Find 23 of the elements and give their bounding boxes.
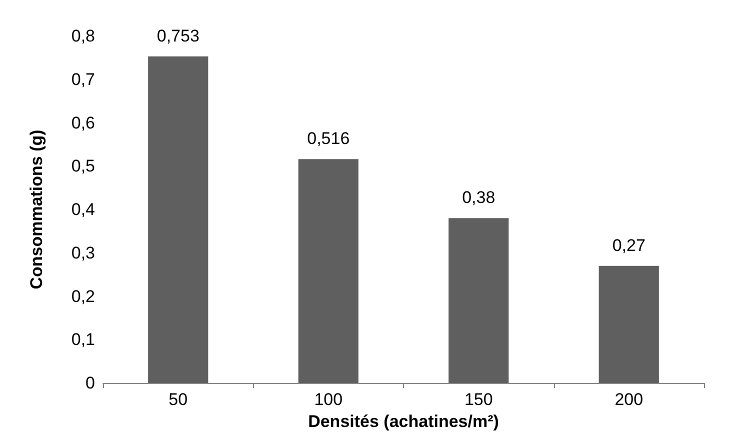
- y-tick-label: 0,7: [71, 70, 95, 89]
- bar: [298, 159, 358, 383]
- y-tick-label: 0,5: [71, 156, 95, 176]
- data-label: 0,38: [462, 188, 496, 208]
- y-tick-label: 0,2: [71, 286, 95, 306]
- x-tick-label: 100: [314, 390, 343, 409]
- data-label: 0,516: [307, 129, 350, 148]
- y-tick-label: 0,3: [71, 243, 95, 262]
- y-tick-label: 0: [86, 374, 95, 392]
- y-axis-title: Consommations (g): [27, 130, 46, 290]
- bar: [598, 266, 659, 383]
- bar: [448, 218, 509, 383]
- x-axis-title: Densités (achatines/m²): [308, 412, 499, 431]
- y-tick-label: 0,1: [71, 330, 95, 350]
- data-label: 0,27: [612, 236, 646, 255]
- y-tick-label: 0,4: [71, 200, 95, 219]
- x-tick-label: 50: [168, 390, 188, 409]
- data-label: 0,753: [156, 26, 200, 46]
- y-tick-label: 0,6: [71, 113, 95, 132]
- x-tick-label: 200: [614, 390, 644, 409]
- bar: [148, 56, 208, 383]
- y-tick-label: 0,8: [71, 26, 95, 46]
- x-tick-label: 150: [464, 390, 493, 409]
